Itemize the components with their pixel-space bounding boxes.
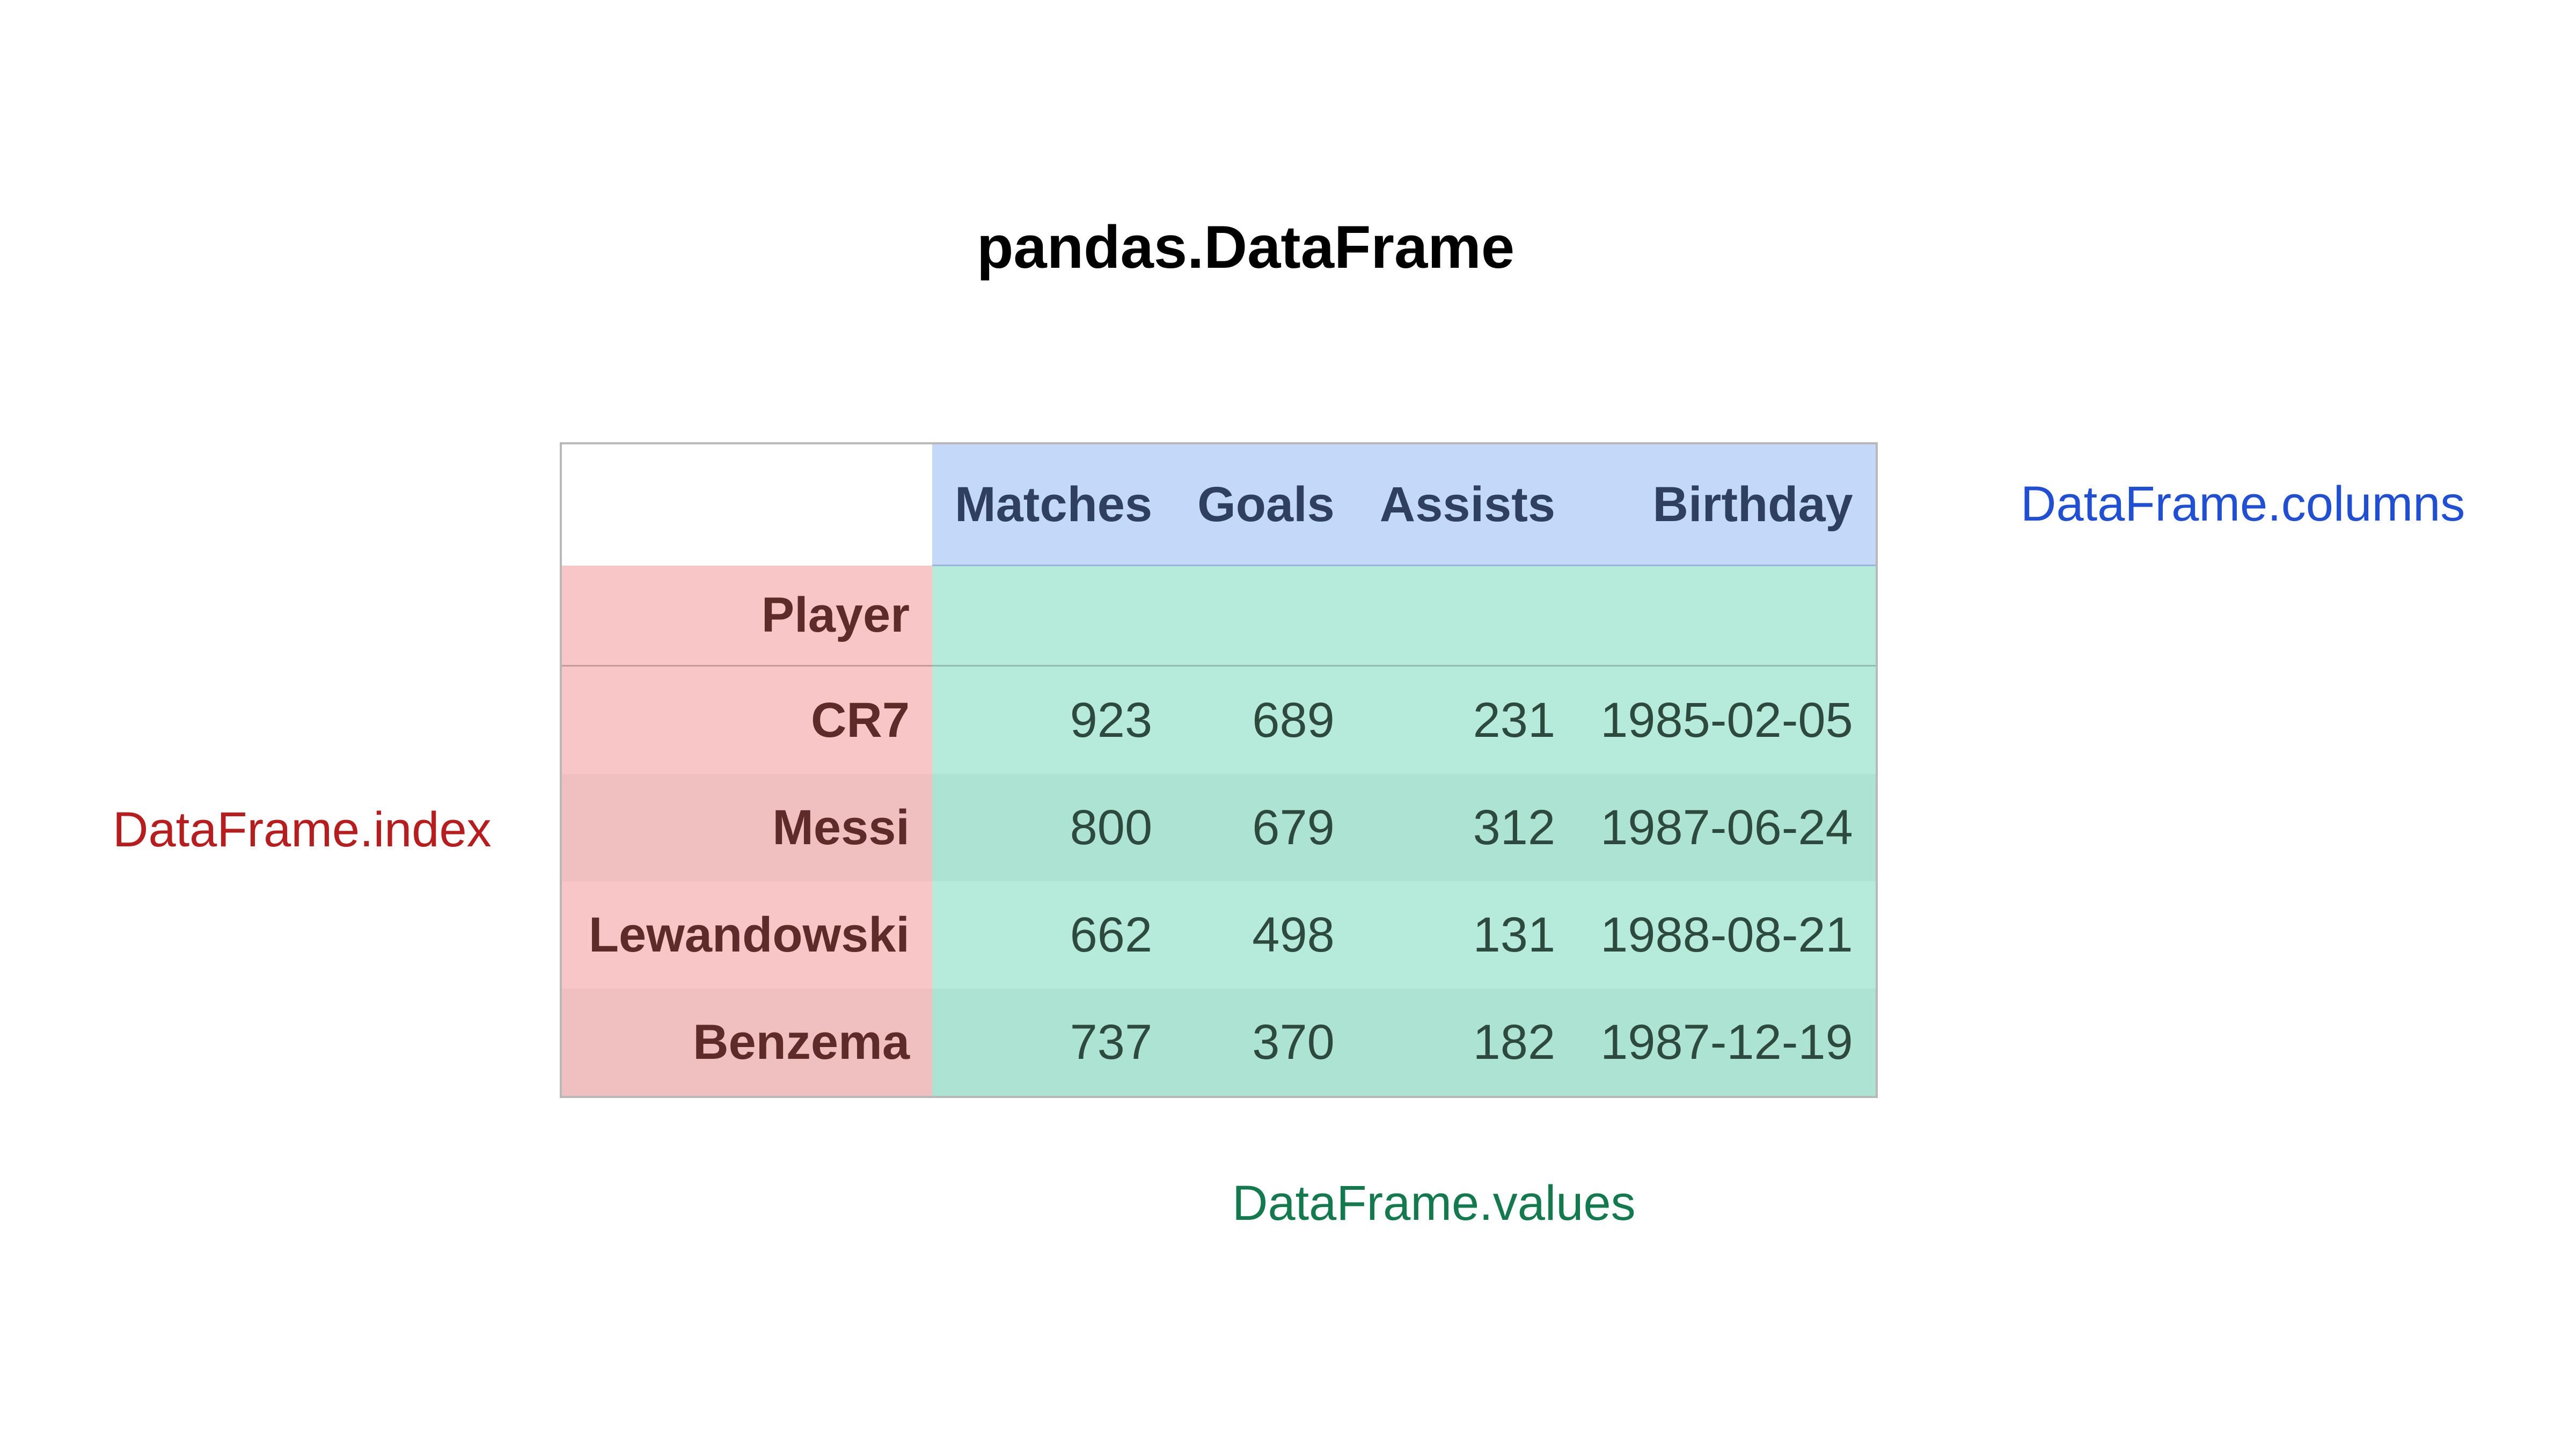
corner-cell bbox=[561, 443, 932, 566]
value-cell: 923 bbox=[932, 665, 1175, 774]
value-cell: 1987-12-19 bbox=[1578, 989, 1877, 1097]
index-cell: Messi bbox=[561, 774, 932, 881]
index-cell: Lewandowski bbox=[561, 881, 932, 989]
empty-value-cell bbox=[1175, 565, 1357, 667]
index-name-cell: Player bbox=[561, 565, 932, 667]
header-row: Matches Goals Assists Birthday bbox=[561, 443, 1877, 566]
value-cell: 737 bbox=[932, 989, 1175, 1097]
value-cell: 312 bbox=[1357, 774, 1578, 881]
column-header: Birthday bbox=[1578, 443, 1877, 566]
value-cell: 689 bbox=[1175, 665, 1357, 774]
column-header: Goals bbox=[1175, 443, 1357, 566]
table-row: Messi 800 679 312 1987-06-24 bbox=[561, 774, 1877, 881]
value-cell: 370 bbox=[1175, 989, 1357, 1097]
empty-value-cell bbox=[1578, 565, 1877, 667]
column-header: Matches bbox=[932, 443, 1175, 566]
table-row: Lewandowski 662 498 131 1988-08-21 bbox=[561, 881, 1877, 989]
index-cell: Benzema bbox=[561, 989, 932, 1097]
value-cell: 800 bbox=[932, 774, 1175, 881]
value-cell: 498 bbox=[1175, 881, 1357, 989]
value-cell: 662 bbox=[932, 881, 1175, 989]
columns-label: DataFrame.columns bbox=[2021, 477, 2465, 531]
empty-value-cell bbox=[1357, 565, 1578, 667]
column-header: Assists bbox=[1357, 443, 1578, 566]
table-row: CR7 923 689 231 1985-02-05 bbox=[561, 665, 1877, 774]
value-cell: 182 bbox=[1357, 989, 1578, 1097]
empty-value-cell bbox=[932, 565, 1175, 667]
dataframe-table: Matches Goals Assists Birthday Player CR… bbox=[560, 442, 1878, 1098]
value-cell: 679 bbox=[1175, 774, 1357, 881]
value-cell: 1987-06-24 bbox=[1578, 774, 1877, 881]
value-cell: 131 bbox=[1357, 881, 1578, 989]
value-cell: 1988-08-21 bbox=[1578, 881, 1877, 989]
value-cell: 1985-02-05 bbox=[1578, 665, 1877, 774]
index-name-row: Player bbox=[561, 565, 1877, 667]
table-row: Benzema 737 370 182 1987-12-19 bbox=[561, 989, 1877, 1097]
index-label: DataFrame.index bbox=[113, 802, 492, 857]
diagram-title: pandas.DataFrame bbox=[977, 214, 1515, 281]
values-label: DataFrame.values bbox=[1232, 1176, 1636, 1231]
index-cell: CR7 bbox=[561, 665, 932, 774]
value-cell: 231 bbox=[1357, 665, 1578, 774]
